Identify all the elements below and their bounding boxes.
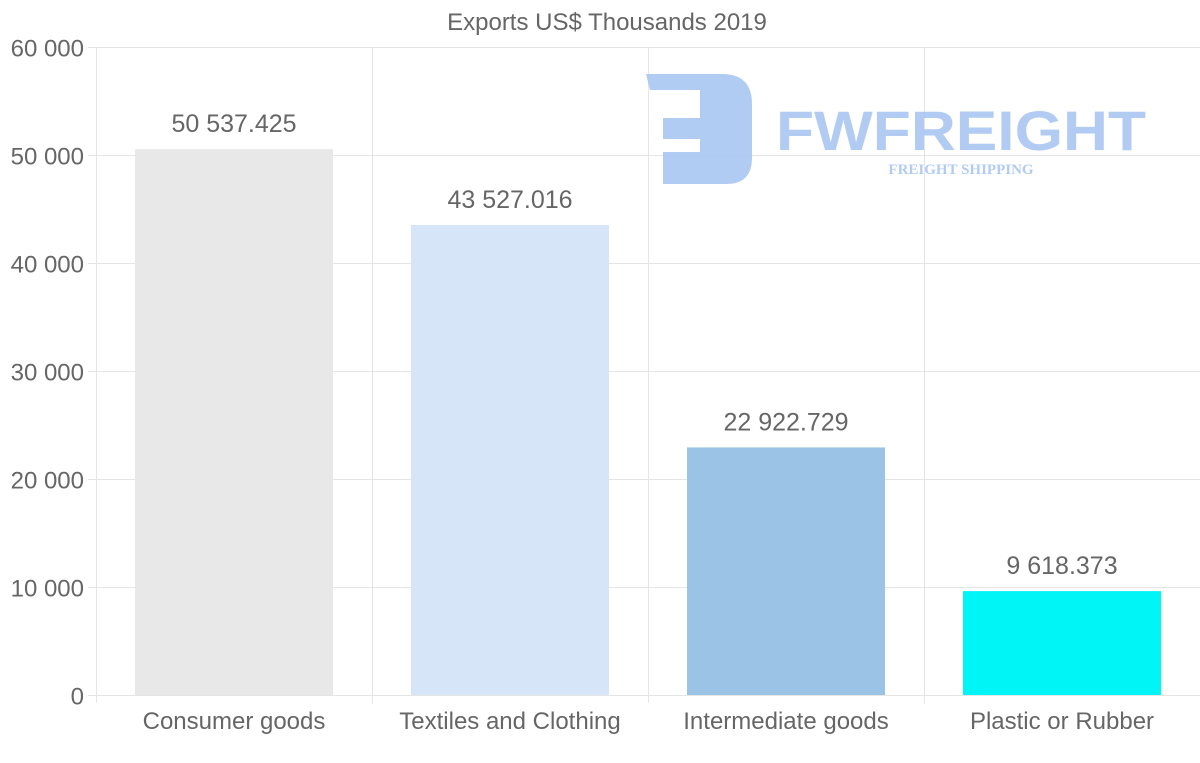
y-tick-label: 40 000: [11, 252, 84, 279]
data-label: 50 537.425: [171, 110, 296, 138]
bar: [135, 149, 333, 696]
logo-name: FWFREIGHT: [776, 99, 1146, 162]
y-tick-label: 60 000: [11, 36, 84, 63]
x-tick-label: Intermediate goods: [683, 708, 888, 735]
data-label: 9 618.373: [1006, 552, 1117, 580]
data-label: 43 527.016: [447, 186, 572, 214]
logo-tagline: FREIGHT SHIPPING: [888, 162, 1033, 178]
logo-mark-icon: [646, 74, 752, 184]
bar: [687, 447, 885, 695]
bar: [963, 591, 1161, 695]
fwfreight-logo-watermark: FWFREIGHT FREIGHT SHIPPING: [646, 74, 1146, 184]
y-tick-label: 20 000: [11, 468, 84, 495]
x-tick-label: Consumer goods: [143, 708, 326, 735]
y-tick-label: 0: [71, 684, 84, 711]
data-label: 22 922.729: [723, 408, 848, 436]
chart-title: Exports US$ Thousands 2019: [447, 9, 767, 36]
y-tick-label: 10 000: [11, 576, 84, 603]
bar: [411, 224, 609, 695]
bars: 50 537.425 43 527.016 22 922.729 9 618.373: [135, 110, 1161, 696]
x-axis: Consumer goods Textiles and Clothing Inter…: [143, 708, 1154, 735]
x-tick-label: Plastic or Rubber: [970, 708, 1154, 735]
y-axis: 0 10 000 20 000 30 000 40 000 50 000 60 000: [11, 36, 84, 711]
y-tick-label: 50 000: [11, 144, 84, 171]
x-tick-label: Textiles and Clothing: [399, 708, 620, 735]
y-tick-label: 30 000: [11, 360, 84, 387]
